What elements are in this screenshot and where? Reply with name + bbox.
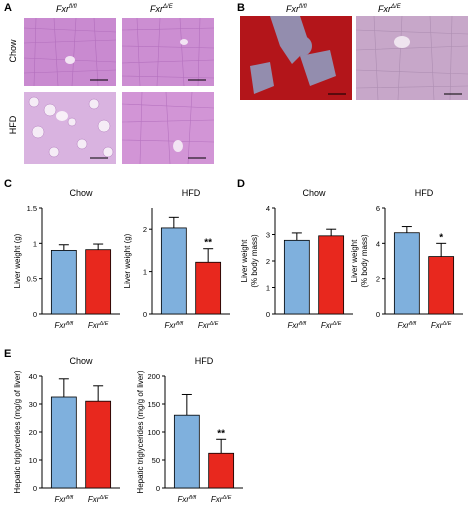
y-tick-label: 0.5: [27, 275, 37, 284]
y-tick-label: 40: [29, 372, 37, 381]
y-axis-label: Liver weight (g): [123, 233, 132, 288]
bar-control: [50, 249, 77, 315]
panel-letter-c: C: [4, 178, 12, 190]
y-tick-label: 0: [376, 310, 380, 319]
y-tick-label: 200: [147, 372, 160, 381]
oilred-micrograph-ko: [356, 16, 468, 100]
significance-label: **: [217, 428, 225, 439]
chart-title: Chow: [69, 188, 93, 198]
bar-control: [160, 227, 187, 315]
y-tick-label: 1: [33, 239, 37, 248]
bar-knockout: [428, 256, 455, 315]
y-tick-label: 30: [29, 400, 37, 409]
panel-letter-b: B: [237, 2, 245, 14]
y-axis-label: Hepatic triglycerides (mg/g of liver): [136, 370, 145, 493]
y-tick-label: 3: [266, 231, 270, 240]
y-axis-label: Hepatic triglycerides (mg/g of liver): [13, 370, 22, 493]
chart-D-chow: 0 1 2 3 4 Chow Liver weight(% body mass) Fxrfl/…: [240, 188, 353, 330]
he-micrograph-chow-ko: [122, 18, 214, 86]
x-tick-label: FxrΔ/E: [198, 321, 219, 330]
chart-title: HFD: [195, 356, 214, 366]
x-tick-label: Fxrfl/fl: [398, 321, 417, 330]
bar-knockout: [208, 452, 235, 489]
y-tick-label: 1.5: [27, 204, 37, 213]
bar-knockout: [85, 249, 112, 315]
y-tick-label: 1: [266, 284, 270, 293]
chart-D-hfd: 0 2 4 6 HFD Liver weight(% body mass) Fxrfl/fl…: [350, 188, 463, 330]
panel-letter-d: D: [237, 178, 245, 190]
y-tick-label: 0: [33, 484, 37, 493]
chart-title: HFD: [415, 188, 434, 198]
oilred-micrograph-wt: [240, 16, 352, 100]
y-tick-label: 2: [376, 275, 380, 284]
y-tick-label: 10: [29, 456, 37, 465]
chart-E-chow: 0 10 20 30 40 Chow Hepatic triglycerides (mg/g…: [13, 356, 120, 504]
panel-a-header-ko: FxrΔ/E: [150, 4, 173, 14]
y-tick-label: 150: [147, 400, 160, 409]
x-tick-label: FxrΔ/E: [88, 495, 109, 504]
x-tick-label: Fxrfl/fl: [178, 495, 197, 504]
y-tick-label: 0: [143, 310, 147, 319]
y-tick-label: 100: [147, 428, 160, 437]
panel-letter-e: E: [4, 348, 12, 360]
panel-b-header-wt: Fxrfl/fl: [286, 4, 307, 14]
y-axis-label: Liver weight(% body mass): [350, 234, 369, 288]
chart-E-hfd: 0 50 100 150 200 HFD Hepatic triglycerides (mg…: [136, 356, 243, 504]
x-tick-label: FxrΔ/E: [321, 321, 342, 330]
chart-title: Chow: [302, 188, 326, 198]
x-tick-label: FxrΔ/E: [88, 321, 109, 330]
chart-title: HFD: [182, 188, 201, 198]
bar-control: [173, 414, 200, 489]
panel-a-header-wt: Fxrfl/fl: [56, 4, 77, 14]
he-micrograph-hfd-ko: [122, 92, 214, 164]
y-tick-label: 0: [33, 310, 37, 319]
y-tick-label: 20: [29, 428, 37, 437]
bar-control: [393, 232, 420, 315]
x-tick-label: Fxrfl/fl: [55, 495, 74, 504]
y-tick-label: 0: [266, 310, 270, 319]
y-axis-label: Liver weight(% body mass): [240, 234, 259, 288]
panel-b-header-ko: FxrΔ/E: [378, 4, 401, 14]
y-tick-label: 4: [376, 239, 380, 248]
chart-C-hfd: 0 1 2 HFD Liver weight (g) Fxrfl/fl ** FxrΔ/E: [123, 188, 230, 330]
y-tick-label: 2: [143, 225, 147, 234]
x-tick-label: Fxrfl/fl: [165, 321, 184, 330]
x-tick-label: Fxrfl/fl: [288, 321, 307, 330]
panel-letter-a: A: [4, 2, 12, 14]
bar-control: [283, 239, 310, 315]
x-tick-label: FxrΔ/E: [211, 495, 232, 504]
significance-label: *: [439, 232, 443, 243]
x-tick-label: FxrΔ/E: [431, 321, 452, 330]
he-micrograph-chow-wt: [24, 18, 116, 86]
y-tick-label: 50: [152, 456, 160, 465]
chart-C-chow: 0 0.5 1 1.5 Chow Liver weight (g) Fxrfl/fl FxrΔ…: [13, 188, 120, 330]
bar-knockout: [85, 400, 112, 489]
y-tick-label: 6: [376, 204, 380, 213]
significance-label: **: [204, 238, 212, 249]
bar-knockout: [318, 235, 345, 315]
chart-title: Chow: [69, 356, 93, 366]
y-tick-label: 4: [266, 204, 270, 213]
he-micrograph-hfd-wt: [24, 92, 116, 164]
y-tick-label: 2: [266, 257, 270, 266]
bar-control: [50, 396, 77, 489]
bar-knockout: [195, 261, 222, 315]
y-axis-label: Liver weight (g): [13, 233, 22, 288]
x-tick-label: Fxrfl/fl: [55, 321, 74, 330]
y-tick-label: 1: [143, 268, 147, 277]
y-tick-label: 0: [156, 484, 160, 493]
